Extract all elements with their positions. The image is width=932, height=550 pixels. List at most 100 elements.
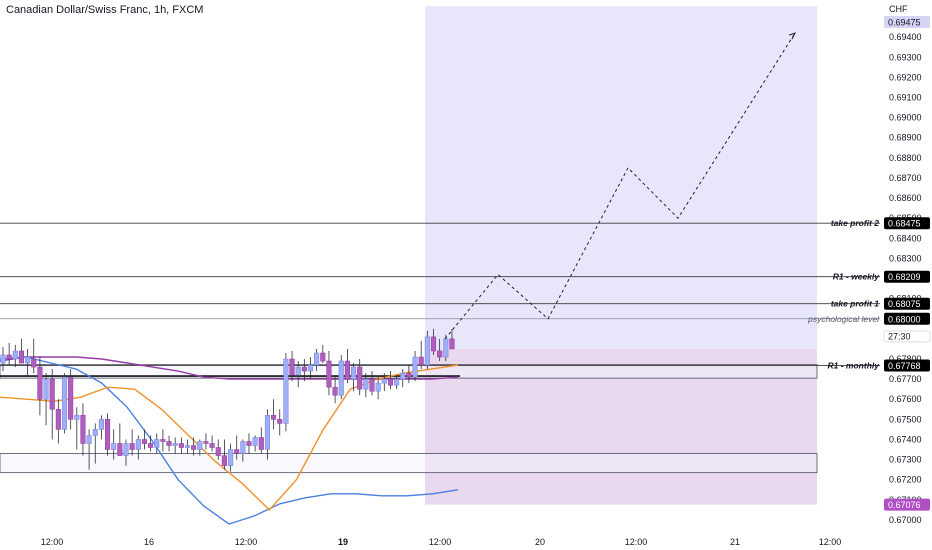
- candle: [449, 328, 455, 350]
- target-price-badge-bg: [884, 16, 930, 29]
- stop-price-badge: 0.67076: [888, 500, 921, 510]
- candle: [234, 435, 240, 460]
- candle-body: [228, 449, 234, 466]
- target-price-badge: 0.69475: [888, 18, 921, 28]
- price-tick-label: 0.68700: [889, 173, 922, 183]
- candle-body: [375, 382, 381, 392]
- candle-body: [178, 443, 184, 448]
- candle: [375, 377, 381, 400]
- candle-body: [351, 366, 357, 380]
- candle-body: [326, 360, 332, 388]
- candle: [351, 363, 357, 392]
- candle: [135, 435, 141, 460]
- price-tick-label: 0.69100: [889, 92, 922, 102]
- candle-body: [277, 419, 283, 424]
- level-lines: [0, 222, 880, 377]
- candle-body: [123, 443, 129, 456]
- candle: [49, 369, 55, 440]
- candle-body: [240, 441, 246, 454]
- candle: [31, 338, 37, 374]
- candle: [363, 373, 369, 398]
- level-price-badge-bg-2: [884, 297, 930, 310]
- candle: [191, 437, 197, 456]
- level-price-badge-1: 0.68209: [888, 272, 921, 282]
- candle: [418, 340, 424, 370]
- candle-body: [25, 356, 31, 364]
- candle-body: [0, 354, 6, 364]
- time-tick-label: 16: [144, 537, 154, 547]
- candle-body: [154, 439, 160, 448]
- candle: [86, 429, 92, 470]
- price-tick-label: 0.68900: [889, 133, 922, 143]
- candle: [283, 352, 289, 432]
- candle: [314, 348, 320, 372]
- candle-body: [332, 386, 338, 396]
- candle-body: [363, 378, 369, 390]
- candle-body: [387, 378, 393, 386]
- candle: [0, 346, 6, 372]
- candle: [437, 338, 443, 362]
- projection-path: [444, 32, 796, 340]
- candle: [160, 429, 166, 452]
- candle-body: [338, 360, 344, 396]
- candle: [117, 423, 123, 456]
- price-tick-label: 0.67500: [889, 414, 922, 424]
- candle: [228, 443, 234, 472]
- price-tick-label: 0.69400: [889, 32, 922, 42]
- candle: [430, 328, 437, 355]
- price-tick-label: 0.68300: [889, 253, 922, 263]
- candle: [25, 348, 31, 376]
- price-tick-label: 0.67800: [889, 354, 922, 364]
- candle: [55, 399, 61, 444]
- level-price-badge-bg-1: [884, 270, 930, 283]
- candle: [129, 429, 135, 456]
- zone-box-1: [0, 453, 818, 474]
- level-label-2: take profit 1: [831, 299, 879, 309]
- candle-body: [197, 441, 203, 450]
- level-price-badge-4: 0.67768: [888, 361, 921, 371]
- candle-body: [449, 338, 455, 350]
- price-tick-label: 0.68800: [889, 153, 922, 163]
- projection-line: [444, 32, 796, 340]
- price-tick-label: 0.69000: [889, 113, 922, 123]
- level-price-badge-0: 0.68475: [888, 219, 921, 229]
- time-tick-label: 21: [730, 537, 740, 547]
- target-zone: [425, 6, 817, 349]
- candle-body: [160, 439, 166, 442]
- candle: [111, 429, 117, 460]
- candle: [221, 439, 227, 470]
- candle: [381, 373, 387, 392]
- candle: [258, 427, 264, 454]
- price-tick-label: 0.69200: [889, 72, 922, 82]
- price-tick-label: 0.67400: [889, 434, 922, 444]
- candle: [80, 403, 86, 456]
- level-label-4: R1 - monthly: [828, 360, 881, 370]
- candle: [252, 435, 258, 452]
- candle-body: [314, 352, 320, 366]
- time-tick-label: 12:00: [625, 537, 648, 547]
- price-tick-label: 0.67300: [889, 455, 922, 465]
- candle-body: [92, 429, 98, 436]
- candle-body: [320, 352, 326, 362]
- level-price-badge-3: 0.68000: [888, 314, 921, 324]
- candle: [184, 439, 191, 454]
- candle-body: [191, 445, 197, 450]
- candle: [412, 350, 418, 382]
- candle: [141, 429, 147, 450]
- time-tick-label: 12:00: [819, 537, 842, 547]
- candle-body: [148, 443, 154, 448]
- candle: [197, 439, 203, 456]
- candle-body: [424, 336, 430, 366]
- time-tick-label: 19: [338, 537, 348, 547]
- candle-body: [394, 378, 400, 386]
- candle-body: [258, 437, 264, 450]
- candle: [172, 437, 178, 454]
- candle: [61, 373, 68, 434]
- position-zones: [0, 6, 818, 505]
- price-tick-label: 0.69300: [889, 52, 922, 62]
- candle-body: [246, 441, 252, 446]
- level-label-3: psychological level: [807, 314, 880, 324]
- candle: [203, 433, 209, 450]
- candle-body: [55, 409, 61, 430]
